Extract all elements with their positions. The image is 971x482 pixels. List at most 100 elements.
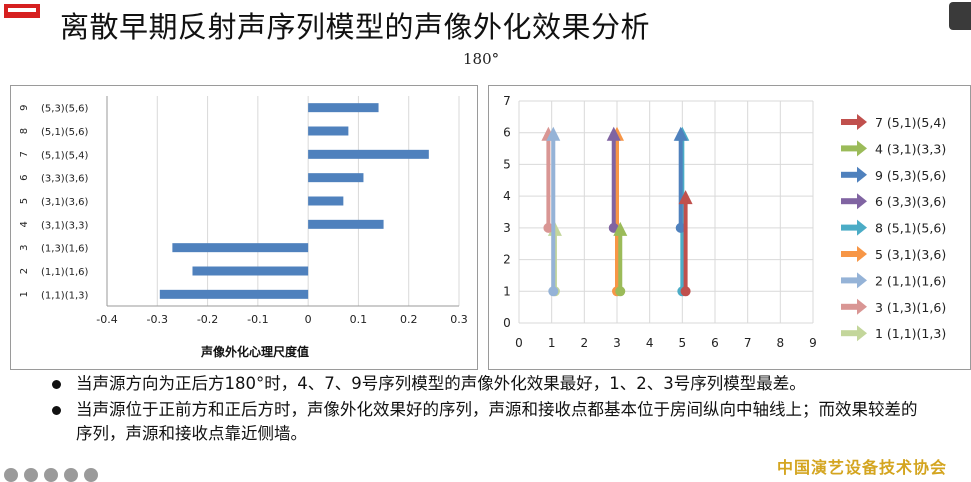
bar-category-label: (3,1)(3,6) — [41, 197, 89, 208]
legend-item: 8 (5,1)(5,6) — [841, 219, 946, 236]
arrow-head — [673, 126, 688, 141]
logo-mark — [0, 0, 60, 24]
bar-chart-x-label: 声像外化心理尺度值 — [200, 344, 309, 359]
arrow-x-tick-label: 0 — [515, 336, 523, 350]
legend-swatch — [841, 330, 859, 337]
bar — [308, 173, 364, 183]
arrow-x-tick-label: 5 — [679, 336, 687, 350]
bar-x-tick-label: -0.1 — [247, 313, 268, 326]
bar — [308, 196, 344, 206]
legend-swatch — [841, 224, 859, 231]
legend-label: 6 (3,3)(3,6) — [875, 194, 946, 209]
bar-category-label: (3,3)(3,6) — [41, 174, 89, 185]
bar-category-label: (5,1)(5,6) — [41, 127, 89, 138]
legend-arrow-icon — [857, 298, 867, 315]
legend-arrow-icon — [857, 193, 867, 210]
arrow-chart-panel: 0 1 2 3 4 5 6 7 8 9 0 1 2 3 4 5 6 7 7 (5,1)(5,4) 4 (3,1)(3… — [488, 85, 971, 370]
arrow-x-tick-label: 2 — [581, 336, 589, 350]
bar-category-number: 7 — [19, 151, 30, 157]
bar — [308, 149, 429, 159]
arrow-start-marker — [680, 286, 691, 297]
bar-x-tick-label: -0.2 — [197, 313, 218, 326]
legend-label: 9 (5,3)(5,6) — [875, 168, 946, 183]
legend-label: 7 (5,1)(5,4) — [875, 115, 946, 130]
arrow-x-tick-label: 4 — [646, 336, 654, 350]
arrow-x-tick-label: 9 — [809, 336, 817, 350]
bar — [308, 103, 379, 113]
legend-item: 2 (1,1)(1,6) — [841, 272, 946, 289]
bar — [308, 219, 384, 229]
bar-category-number: 8 — [19, 128, 30, 134]
bar-category-number: 5 — [19, 198, 30, 204]
bar-x-tick-label: 0.2 — [400, 313, 418, 326]
pen-icon[interactable] — [44, 468, 58, 482]
bar-category-number: 2 — [19, 268, 30, 274]
bar-x-tick-label: 0 — [305, 313, 312, 326]
legend-item: 6 (3,3)(3,6) — [841, 193, 946, 210]
legend-item: 3 (1,3)(1,6) — [841, 298, 946, 315]
legend-item: 9 (5,3)(5,6) — [841, 166, 946, 183]
arrow-start-marker — [675, 222, 686, 233]
bar-category-number: 3 — [19, 244, 30, 250]
bar-chart-panel: 1 (1,1)(1,3) 2 (1,1)(1,6) 3 (1,3)(1,6) 4 (3,1)(… — [10, 85, 478, 370]
bar-category-number: 9 — [19, 104, 30, 110]
bar-category-label: (1,1)(1,3) — [41, 290, 89, 301]
legend-swatch — [841, 145, 859, 152]
arrow-series — [673, 126, 688, 233]
bullet-item: 当声源位于正前方和正后方时，声像外化效果好的序列，声源和接收点都基本位于房间纵向… — [50, 398, 930, 446]
arrow-y-tick-label: 3 — [503, 221, 511, 235]
arrow-x-tick-label: 1 — [548, 336, 556, 350]
bar-category-number: 6 — [19, 174, 30, 180]
legend-item: 5 (3,1)(3,6) — [841, 246, 946, 262]
legend-swatch — [841, 303, 859, 310]
legend-swatch — [841, 119, 859, 125]
prev-icon[interactable] — [4, 468, 18, 482]
arrow-start-marker — [548, 286, 559, 297]
legend-arrow-icon — [857, 325, 867, 342]
legend-arrow-icon — [857, 219, 867, 236]
arrow-y-tick-label: 7 — [503, 94, 511, 108]
bullet-item: 当声源方向为正后方180°时，4、7、9号序列模型的声像外化效果最好，1、2、3… — [50, 372, 930, 396]
arrow-x-tick-label: 3 — [613, 336, 621, 350]
bar-x-tick-label: 0.1 — [350, 313, 368, 326]
bar — [192, 266, 309, 276]
legend-arrow-icon — [857, 272, 867, 289]
bar — [308, 126, 349, 136]
bar-x-tick-label: -0.4 — [96, 313, 117, 326]
legend-label: 4 (3,1)(3,3) — [875, 141, 946, 156]
bullet-list: 当声源方向为正后方180°时，4、7、9号序列模型的声像外化效果最好，1、2、3… — [50, 372, 930, 448]
legend-label: 8 (5,1)(5,6) — [875, 221, 946, 236]
slide-title: 离散早期反射声序列模型的声像外化效果分析 — [60, 10, 651, 44]
arrow-start-marker — [543, 222, 554, 233]
slides-icon[interactable] — [64, 468, 78, 482]
legend-item: 7 (5,1)(5,4) — [841, 114, 946, 130]
arrow-series — [678, 190, 693, 297]
arrow-x-tick-label: 6 — [711, 336, 719, 350]
legend-label: 5 (3,1)(3,6) — [875, 247, 946, 262]
arrow-y-tick-label: 1 — [503, 284, 511, 298]
arrow-y-tick-label: 5 — [503, 157, 511, 171]
bar-x-tick-label: -0.3 — [147, 313, 168, 326]
legend-swatch — [841, 277, 859, 284]
bar-category-label: (1,1)(1,6) — [41, 267, 89, 278]
bar-chart: 1 (1,1)(1,3) 2 (1,1)(1,6) 3 (1,3)(1,6) 4 (3,1)(… — [19, 96, 468, 359]
legend-label: 1 (1,1)(1,3) — [875, 326, 946, 341]
legend-label: 3 (1,3)(1,6) — [875, 300, 946, 315]
arrow-chart: 0 1 2 3 4 5 6 7 8 9 0 1 2 3 4 5 6 7 7 (5,1)(5,4) 4 (3,1)(3… — [503, 94, 946, 350]
arrow-y-tick-label: 6 — [503, 126, 511, 140]
arrow-series — [606, 126, 621, 233]
bar-x-tick-label: 0.3 — [450, 313, 468, 326]
bar — [172, 243, 309, 253]
next-icon[interactable] — [24, 468, 38, 482]
arrow-start-marker — [615, 286, 626, 297]
arrow-y-tick-label: 4 — [503, 189, 511, 203]
corner-tab[interactable] — [949, 2, 971, 30]
arrow-head — [546, 126, 561, 141]
legend-swatch — [841, 198, 859, 205]
more-icon[interactable] — [84, 468, 98, 482]
legend-label: 2 (1,1)(1,6) — [875, 273, 946, 288]
arrow-series — [613, 221, 628, 297]
slide-toolbar — [4, 468, 98, 482]
arrow-y-tick-label: 2 — [503, 253, 511, 267]
bar-category-number: 4 — [19, 221, 30, 227]
